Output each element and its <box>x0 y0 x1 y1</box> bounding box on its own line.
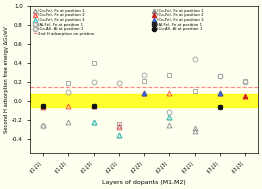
Y-axis label: Second H adsorption free energy ΔG₁/eV: Second H adsorption free energy ΔG₁/eV <box>4 26 9 133</box>
Legend: (Co,Fe), Fe at position 1, (Co,Fe), Fe at position 2, (Co,Fe), Fe at position 3,: (Co,Fe), Fe at position 1, (Co,Fe), Fe a… <box>152 8 205 32</box>
X-axis label: Layers of dopants (M1,M2): Layers of dopants (M1,M2) <box>102 180 186 185</box>
Bar <box>30 94 258 107</box>
